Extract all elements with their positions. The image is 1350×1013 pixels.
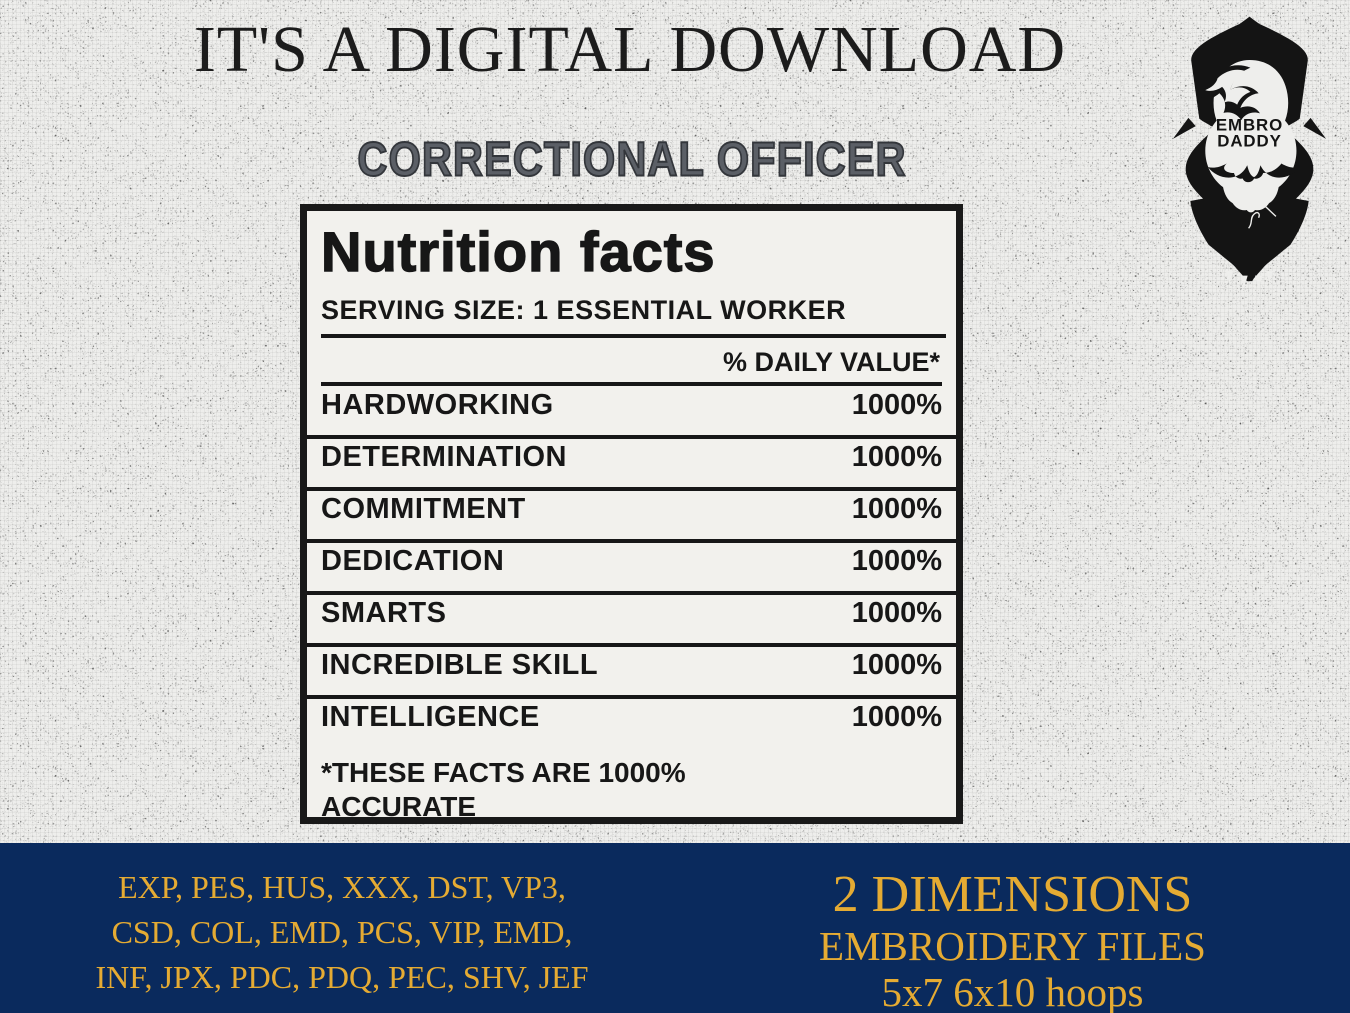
svg-text:DADDY: DADDY	[1217, 132, 1282, 151]
